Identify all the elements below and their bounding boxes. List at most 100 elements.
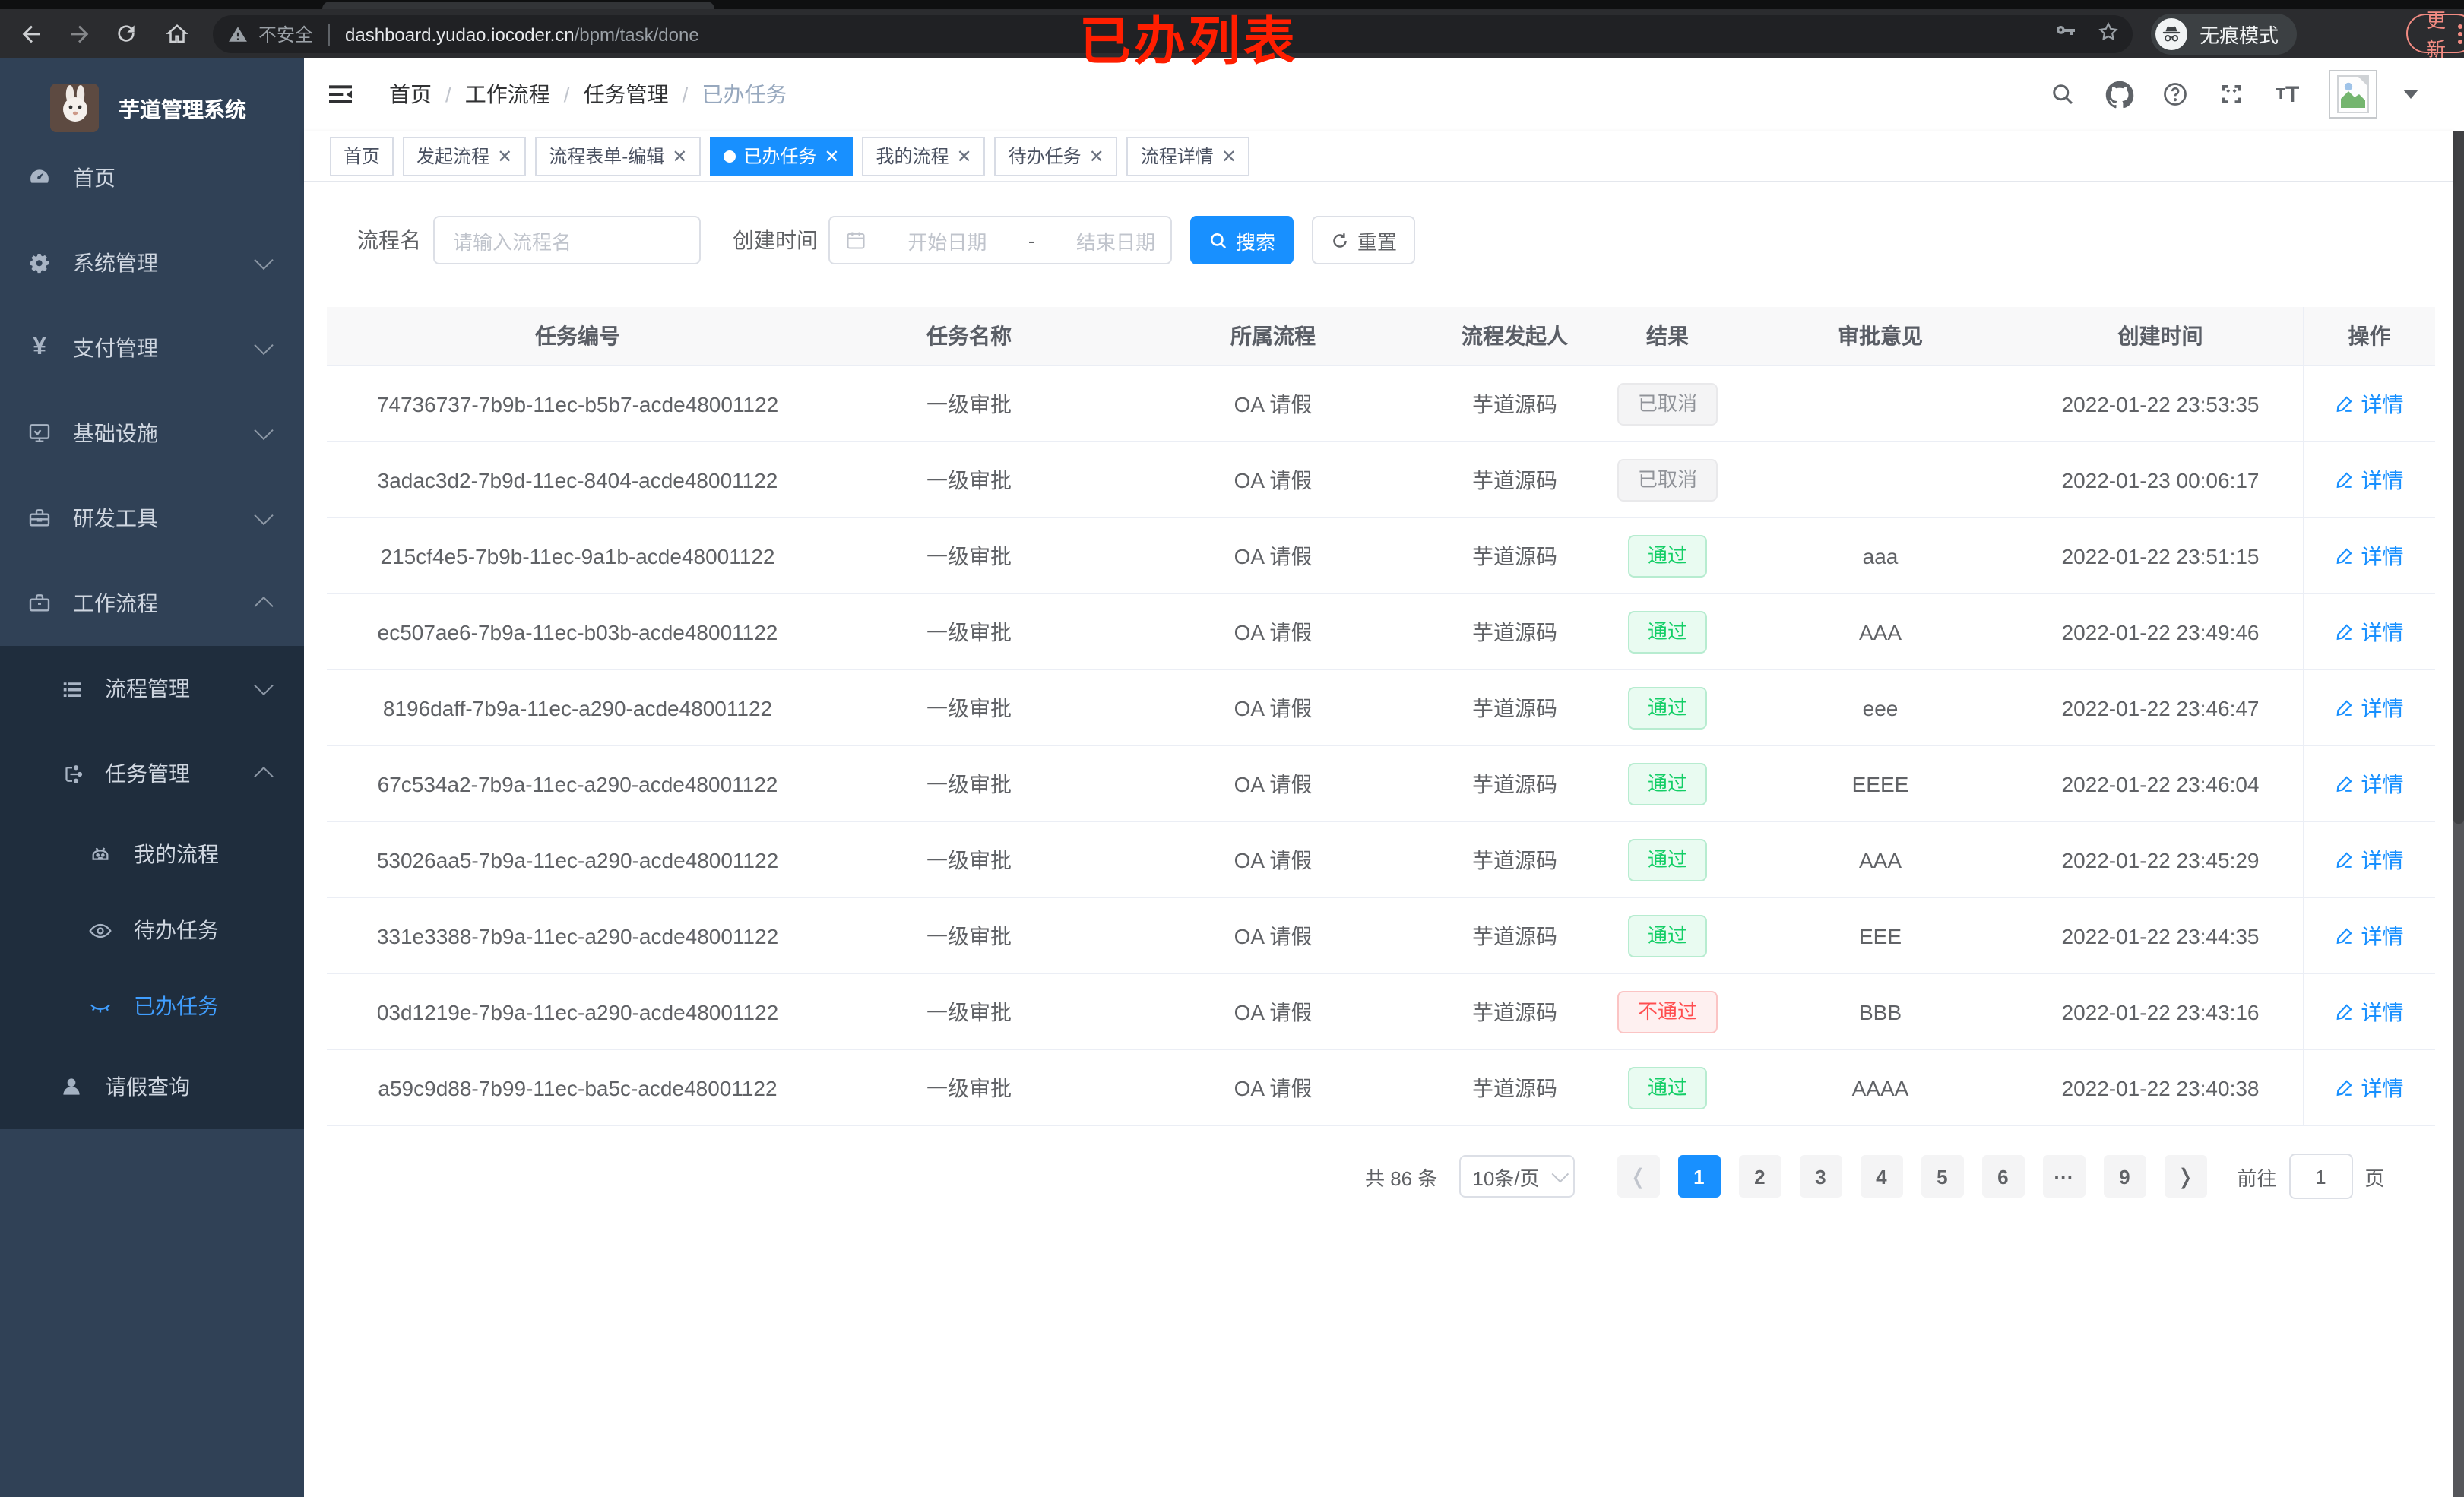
star-icon[interactable] bbox=[2096, 20, 2120, 49]
sidebar-item-infra[interactable]: 基础设施 bbox=[0, 391, 304, 476]
update-label[interactable]: 更新 bbox=[2426, 9, 2447, 61]
detail-link[interactable]: 详情 bbox=[2336, 692, 2404, 723]
incognito-badge: 无痕模式 bbox=[2151, 14, 2298, 55]
url-path[interactable]: /bpm/task/done bbox=[574, 24, 699, 45]
security-label[interactable]: 不安全 bbox=[258, 24, 314, 46]
sidebar-item-task-mgmt[interactable]: 任务管理 bbox=[0, 731, 304, 816]
detail-link[interactable]: 详情 bbox=[2336, 768, 2404, 799]
sidebar-item-process-mgmt[interactable]: 流程管理 bbox=[0, 646, 304, 731]
process-name: OA 请假 bbox=[1110, 897, 1436, 974]
browser-tabstrip bbox=[0, 0, 2464, 9]
detail-link[interactable]: 详情 bbox=[2336, 464, 2404, 495]
chevron-down-icon bbox=[254, 420, 274, 441]
sidebar-item-devtools[interactable]: 研发工具 bbox=[0, 476, 304, 561]
reset-button[interactable]: 重置 bbox=[1312, 216, 1415, 264]
table-row: 8196daff-7b9a-11ec-a290-acde48001122 一级审… bbox=[327, 669, 2435, 746]
tag-my-process[interactable]: 我的流程 ✕ bbox=[862, 136, 986, 176]
sidebar-item-payment[interactable]: ¥ 支付管理 bbox=[0, 305, 304, 391]
sidebar-item-todo-tasks[interactable]: 待办任务 bbox=[0, 892, 304, 968]
total-count: 共 86 条 bbox=[1365, 1166, 1438, 1189]
page-size-select[interactable]: 10条/页 bbox=[1458, 1155, 1575, 1198]
page-button-6[interactable]: 6 bbox=[1981, 1155, 2025, 1198]
start-date-placeholder[interactable]: 开始日期 bbox=[907, 230, 987, 253]
scrollbar-thumb[interactable] bbox=[2453, 64, 2464, 824]
forward-icon[interactable] bbox=[62, 17, 96, 50]
address-bar[interactable]: 不安全 dashboard.yudao.iocoder.cn/bpm/task/… bbox=[213, 15, 2133, 53]
page-button-3[interactable]: 3 bbox=[1799, 1155, 1842, 1198]
breadcrumb-workflow[interactable]: 工作流程 bbox=[464, 82, 550, 106]
avatar[interactable] bbox=[2329, 70, 2377, 119]
browser-active-tab[interactable] bbox=[322, 2, 714, 9]
logo-image bbox=[50, 84, 99, 132]
process-name-input[interactable]: 请输入流程名 bbox=[433, 216, 701, 264]
date-range-picker[interactable]: 开始日期 - 结束日期 bbox=[828, 216, 1172, 264]
comment: aaa bbox=[1742, 517, 2019, 594]
detail-link[interactable]: 详情 bbox=[2336, 996, 2404, 1027]
sidebar-item-workflow[interactable]: 工作流程 bbox=[0, 561, 304, 646]
sidebar-item-home[interactable]: 首页 bbox=[0, 135, 304, 220]
key-icon[interactable] bbox=[2054, 20, 2078, 49]
tag-form-edit[interactable]: 流程表单-编辑 ✕ bbox=[535, 136, 702, 176]
update-button[interactable]: 更新 bbox=[2406, 9, 2464, 61]
detail-link[interactable]: 详情 bbox=[2336, 540, 2404, 571]
end-date-placeholder[interactable]: 结束日期 bbox=[1075, 230, 1155, 253]
detail-link[interactable]: 详情 bbox=[2336, 920, 2404, 951]
page-button-2[interactable]: 2 bbox=[1738, 1155, 1781, 1198]
sidebar-item-my-process[interactable]: 我的流程 bbox=[0, 816, 304, 892]
reload-icon[interactable] bbox=[109, 17, 143, 50]
tag-done-tasks[interactable]: 已办任务 ✕ bbox=[710, 136, 854, 176]
tag-todo-tasks[interactable]: 待办任务 ✕ bbox=[994, 136, 1118, 176]
url-host[interactable]: dashboard.yudao.iocoder.cn bbox=[345, 24, 575, 45]
help-icon[interactable] bbox=[2160, 79, 2190, 109]
tag-close-icon[interactable]: ✕ bbox=[956, 145, 972, 166]
github-icon[interactable] bbox=[2104, 79, 2134, 109]
sidebar-item-system[interactable]: 系统管理 bbox=[0, 220, 304, 305]
search-icon[interactable] bbox=[2048, 79, 2078, 109]
detail-link[interactable]: 详情 bbox=[2336, 388, 2404, 419]
sidebar-item-done-tasks[interactable]: 已办任务 bbox=[0, 968, 304, 1044]
page-button-9[interactable]: 9 bbox=[2103, 1155, 2146, 1198]
tag-close-icon[interactable]: ✕ bbox=[824, 145, 840, 166]
create-time: 2022-01-22 23:46:04 bbox=[2019, 745, 2303, 822]
detail-link[interactable]: 详情 bbox=[2336, 1072, 2404, 1103]
caret-down-icon[interactable] bbox=[2403, 90, 2418, 99]
tag-close-icon[interactable]: ✕ bbox=[672, 145, 688, 166]
kebab-menu-icon[interactable] bbox=[2458, 24, 2463, 43]
result-badge: 已取消 bbox=[1617, 382, 1717, 425]
create-time: 2022-01-22 23:53:35 bbox=[2019, 366, 2303, 442]
detail-link[interactable]: 详情 bbox=[2336, 616, 2404, 647]
goto-page-input[interactable]: 1 bbox=[2288, 1154, 2353, 1199]
logo-row[interactable]: 芋道管理系统 bbox=[0, 70, 304, 149]
tag-home[interactable]: 首页 bbox=[330, 136, 394, 176]
active-dot bbox=[724, 150, 736, 162]
page-button-1[interactable]: 1 bbox=[1677, 1155, 1721, 1198]
chevron-up-icon bbox=[254, 766, 274, 786]
yen-icon: ¥ bbox=[33, 334, 46, 360]
page-more-button[interactable]: ··· bbox=[2042, 1155, 2086, 1198]
starter: 芋道源码 bbox=[1436, 517, 1593, 594]
sidebar-item-leave-query[interactable]: 请假查询 bbox=[0, 1044, 304, 1129]
tag-start-process[interactable]: 发起流程 ✕ bbox=[403, 136, 527, 176]
tag-close-icon[interactable]: ✕ bbox=[1221, 145, 1237, 166]
page-button-4[interactable]: 4 bbox=[1860, 1155, 1903, 1198]
fullscreen-icon[interactable] bbox=[2216, 79, 2247, 109]
prev-page-button[interactable]: ❬ bbox=[1617, 1155, 1660, 1198]
home-icon[interactable] bbox=[160, 17, 193, 50]
search-button[interactable]: 搜索 bbox=[1190, 216, 1294, 264]
tag-close-icon[interactable]: ✕ bbox=[497, 145, 513, 166]
tag-close-icon[interactable]: ✕ bbox=[1088, 145, 1104, 166]
page-scrollbar[interactable] bbox=[2453, 58, 2464, 1497]
breadcrumb-task-mgmt[interactable]: 任务管理 bbox=[583, 82, 669, 106]
next-page-button[interactable]: ❭ bbox=[2164, 1155, 2207, 1198]
breadcrumb-home[interactable]: 首页 bbox=[389, 82, 432, 106]
collapse-sidebar-icon[interactable] bbox=[325, 79, 356, 109]
page-button-5[interactable]: 5 bbox=[1921, 1155, 1964, 1198]
tag-process-detail[interactable]: 流程详情 ✕ bbox=[1126, 136, 1250, 176]
back-icon[interactable] bbox=[14, 17, 47, 50]
detail-link[interactable]: 详情 bbox=[2336, 844, 2404, 875]
chevron-up-icon bbox=[254, 596, 274, 616]
dashboard-icon bbox=[27, 166, 52, 190]
monitor-icon bbox=[27, 421, 52, 445]
